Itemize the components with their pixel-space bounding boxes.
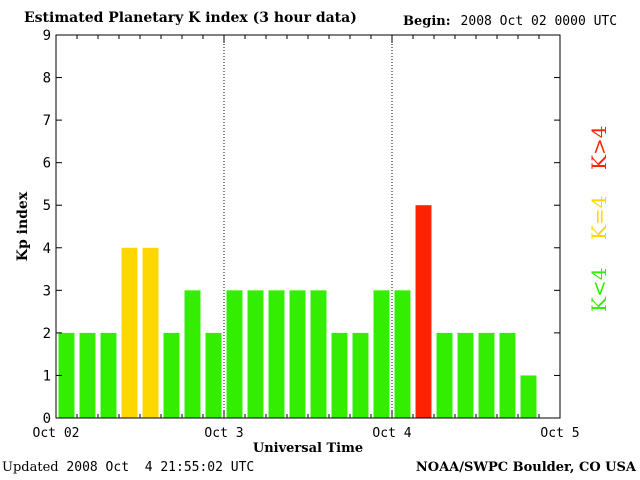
kp-bar	[352, 332, 369, 418]
kp-bar	[121, 247, 138, 418]
kp-bar	[79, 332, 96, 418]
x-axis: Oct 02 Oct 3 Oct 4 Oct 5	[33, 35, 580, 441]
kp-bar	[499, 332, 516, 418]
kp-bar	[457, 332, 474, 418]
updated-value: 2008 Oct 4 21:55:02 UTC	[66, 460, 255, 475]
y-tick-label: 7	[43, 113, 51, 129]
x-tick-label: Oct 3	[204, 426, 243, 441]
legend-mid: K=4	[587, 195, 611, 240]
y-axis-label: Kp index	[15, 191, 31, 261]
y-tick-label: 6	[43, 156, 51, 172]
y-tick-label: 3	[43, 283, 51, 299]
y-tick-label: 0	[43, 411, 51, 427]
kp-bar	[205, 332, 222, 418]
y-tick-label: 5	[43, 198, 51, 214]
y-tick-label: 4	[43, 241, 51, 257]
kp-bar	[415, 205, 432, 418]
x-tick-label: Oct 02	[33, 426, 80, 441]
begin-date: Begin: 2008 Oct 02 0000 UTC	[403, 15, 617, 28]
updated-timestamp: Updated 2008 Oct 4 21:55:02 UTC	[2, 461, 254, 474]
x-tick-label: Oct 4	[372, 426, 411, 441]
day-separators	[223, 35, 393, 418]
kp-bar	[394, 290, 411, 418]
updated-label: Updated	[2, 460, 59, 475]
y-tick-label: 8	[43, 71, 51, 87]
x-tick-label: Oct 5	[540, 426, 579, 441]
credit: NOAA/SWPC Boulder, CO USA	[415, 460, 636, 475]
kp-bar	[100, 332, 117, 418]
kp-bar	[268, 290, 285, 418]
kp-bar	[331, 332, 348, 418]
kp-bar	[163, 332, 180, 418]
kp-bar	[226, 290, 243, 418]
kp-bar	[478, 332, 495, 418]
y-tick-label: 9	[43, 28, 51, 44]
begin-label: Begin:	[403, 14, 451, 29]
kp-bar	[520, 375, 537, 418]
kp-bar	[310, 290, 327, 418]
kp-bar	[142, 247, 159, 418]
y-axis: 0 1 2 3 4 5 6 7 8 9	[43, 28, 560, 427]
kp-bar	[58, 332, 75, 418]
x-axis-label: Universal Time	[253, 441, 363, 456]
kp-bar	[373, 290, 390, 418]
legend-high: K>4	[587, 125, 611, 170]
y-tick-label: 2	[43, 326, 51, 342]
bar-group	[58, 205, 537, 418]
kp-bar	[289, 290, 306, 418]
kp-bar	[436, 332, 453, 418]
kp-bar	[184, 290, 201, 418]
y-tick-label: 1	[43, 368, 51, 384]
begin-value: 2008 Oct 02 0000 UTC	[460, 14, 618, 29]
legend-low: K<4	[587, 267, 611, 312]
kp-bar	[247, 290, 264, 418]
chart-title: Estimated Planetary K index (3 hour data…	[24, 10, 357, 26]
